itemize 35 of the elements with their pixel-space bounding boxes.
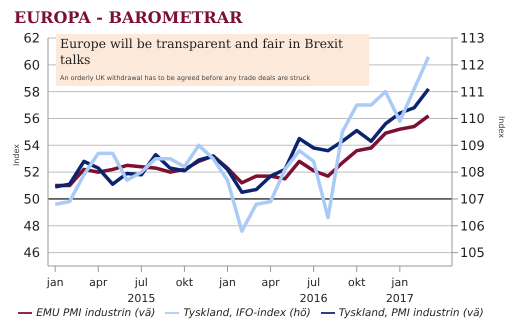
x-tick-label: jan	[218, 276, 236, 289]
y-tick-label: 58	[23, 85, 40, 100]
y-tick-label: 52	[23, 166, 40, 181]
y2-axis-title: Index	[497, 116, 506, 138]
y-tick-label: 48	[23, 219, 40, 234]
y2-tick-label: 107	[460, 192, 485, 208]
x-tick-label: okt	[176, 276, 194, 289]
y-tick-label: 50	[23, 192, 40, 208]
y2-tick-label: 108	[460, 166, 485, 181]
y-tick-label: 46	[23, 246, 40, 262]
chart-title: EUROPA - BAROMETRAR	[13, 8, 244, 29]
legend-label: EMU PMI industrin (vä)	[36, 306, 156, 319]
x-tick-label: jan	[46, 276, 64, 289]
legend-label: Tyskland, IFO-index (hö)	[183, 306, 311, 319]
y-tick-label: 54	[23, 138, 40, 154]
line-series	[53, 55, 430, 233]
y2-tick-label: 109	[460, 138, 485, 154]
y2-tick-label: 112	[460, 58, 485, 74]
y-tick-label: 56	[23, 112, 40, 128]
legend-label: Tyskland, PMI industrin (vä)	[338, 306, 484, 319]
x-tick-label: okt	[348, 276, 366, 289]
y2-tick-label: 105	[460, 246, 485, 262]
annotation: Europe will be transparent and fair in Brexit talks	[60, 36, 344, 68]
x-tick-label: apr	[89, 276, 108, 289]
y2-tick-label: 106	[460, 219, 485, 234]
y2-tick-label: 113	[460, 32, 485, 47]
x-tick-label: jan 2017	[386, 276, 414, 305]
y2-tick-label: 110	[460, 112, 485, 128]
y-tick-label: 62	[23, 32, 40, 47]
y2-tick-label: 111	[460, 85, 485, 100]
x-tick-label: jul 2015	[127, 276, 156, 305]
y-axis-title: Index	[12, 144, 21, 166]
y-tick-label: 60	[23, 58, 40, 74]
x-tick-label: jul 2016	[300, 276, 328, 305]
x-tick-label: apr	[261, 276, 280, 289]
